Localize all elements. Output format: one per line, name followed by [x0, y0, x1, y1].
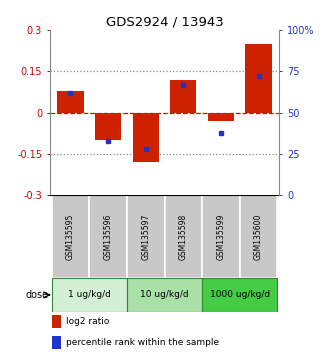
- Bar: [133, 113, 159, 162]
- Text: GSM135596: GSM135596: [104, 213, 113, 260]
- Text: 1 ug/kg/d: 1 ug/kg/d: [68, 290, 111, 299]
- Text: GSM135595: GSM135595: [66, 213, 75, 260]
- Bar: [52, 195, 89, 278]
- Bar: [52, 315, 61, 328]
- Bar: [246, 44, 272, 113]
- Title: GDS2924 / 13943: GDS2924 / 13943: [106, 16, 223, 29]
- Bar: [127, 195, 164, 278]
- Bar: [170, 80, 196, 113]
- Bar: [127, 278, 202, 312]
- Bar: [208, 113, 234, 121]
- Text: 1000 ug/kg/d: 1000 ug/kg/d: [210, 290, 270, 299]
- Text: dose: dose: [26, 290, 49, 300]
- Bar: [164, 195, 202, 278]
- Text: GSM135599: GSM135599: [216, 213, 225, 260]
- Text: GSM135600: GSM135600: [254, 213, 263, 260]
- Bar: [95, 113, 121, 140]
- Text: percentile rank within the sample: percentile rank within the sample: [66, 338, 219, 347]
- Bar: [57, 91, 83, 113]
- Text: GSM135597: GSM135597: [141, 213, 150, 260]
- Bar: [52, 336, 61, 349]
- Bar: [240, 195, 277, 278]
- Bar: [89, 195, 127, 278]
- Text: GSM135598: GSM135598: [179, 214, 188, 260]
- Bar: [202, 278, 277, 312]
- Text: 10 ug/kg/d: 10 ug/kg/d: [140, 290, 189, 299]
- Bar: [52, 278, 127, 312]
- Bar: [202, 195, 240, 278]
- Text: log2 ratio: log2 ratio: [66, 317, 109, 326]
